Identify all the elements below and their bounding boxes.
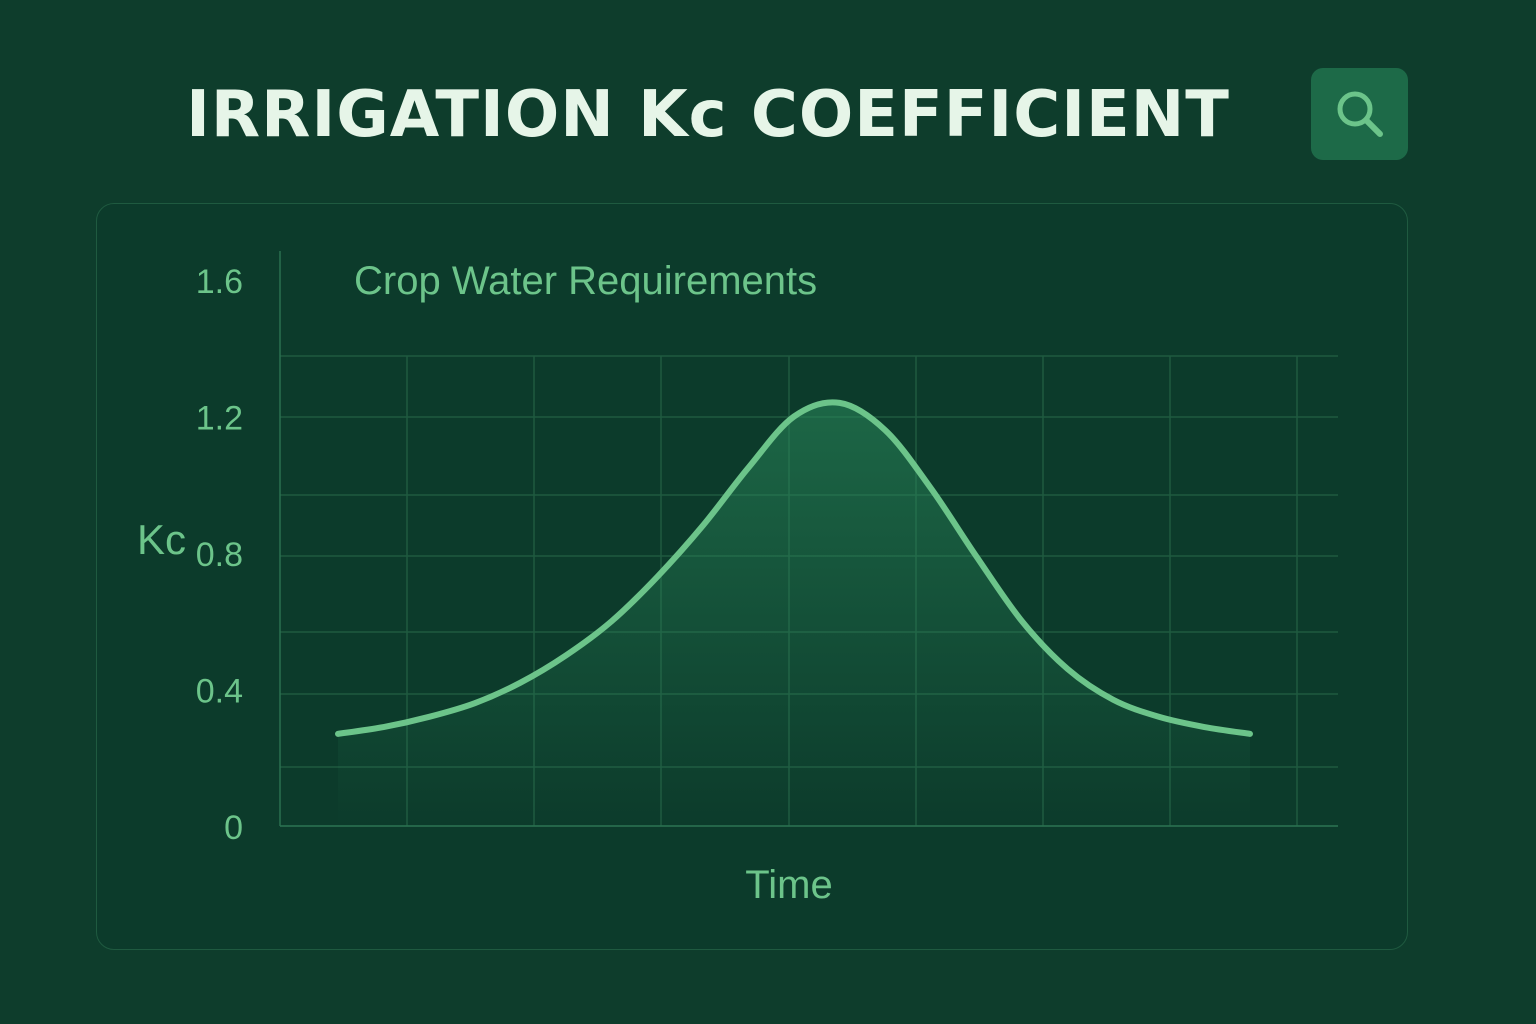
y-axis-label: Kc <box>137 516 186 563</box>
chart-card: Crop Water Requirements Kc Time 0 0.4 0.8 1… <box>96 203 1408 950</box>
x-axis-label: Time <box>745 863 832 907</box>
search-button[interactable] <box>1311 68 1408 160</box>
kc-curve <box>335 399 1253 737</box>
y-tick-labels: 0 0.4 0.8 1.2 1.6 <box>196 263 243 847</box>
search-icon <box>1337 91 1383 137</box>
y-tick-label: 0.4 <box>196 673 243 711</box>
kc-area-fill <box>338 402 1250 826</box>
kc-chart: Crop Water Requirements Kc Time 0 0.4 0.8 1… <box>137 251 1338 907</box>
y-tick-label: 0 <box>224 809 243 847</box>
y-tick-label: 1.6 <box>196 263 243 301</box>
y-tick-label: 1.2 <box>196 400 243 438</box>
y-tick-label: 0.8 <box>196 536 243 574</box>
chart-title: Crop Water Requirements <box>354 259 817 303</box>
page-title: IRRIGATION Kc COEFFICIENT <box>186 78 1230 152</box>
